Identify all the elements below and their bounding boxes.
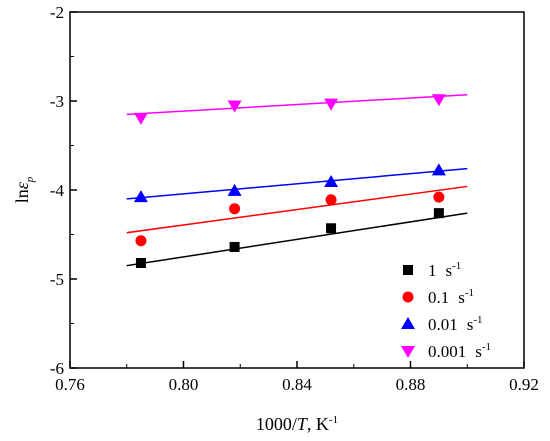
data-point-1-0 <box>135 235 147 247</box>
data-points <box>133 94 446 268</box>
fit-line-0 <box>126 212 468 267</box>
data-point-2-0 <box>133 190 148 203</box>
fit-line-2 <box>126 167 468 200</box>
fit-lines <box>126 94 468 267</box>
data-point-1-2 <box>325 194 337 206</box>
legend-marker-3 <box>401 346 415 358</box>
data-point-3-2 <box>324 98 339 111</box>
data-point-3-1 <box>227 100 242 113</box>
legend: 1 s-1 0.1 s-1 0.01 s-1 0.001 s-1 <box>401 260 491 361</box>
legend-label-2: 0.01 s-1 <box>428 314 483 334</box>
data-point-1-1 <box>229 203 241 215</box>
x-tick-label: 0.88 <box>396 375 426 394</box>
legend-label-1: 0.1 s-1 <box>428 287 474 307</box>
legend-label-3: 0.001 s-1 <box>428 341 491 361</box>
x-tick-label: 0.80 <box>169 375 199 394</box>
data-point-0-2 <box>326 223 337 234</box>
fit-line-1 <box>126 185 468 234</box>
y-tick-label: -2 <box>50 3 64 22</box>
y-axis-label: lnεp <box>12 176 36 203</box>
y-tick-label: -6 <box>50 359 64 378</box>
legend-label-0: 1 s-1 <box>428 260 461 280</box>
data-point-2-1 <box>227 183 242 196</box>
data-point-0-0 <box>135 257 146 268</box>
x-tick-label: 0.92 <box>509 375 539 394</box>
x-axis-label: 1000/T, K-1 <box>256 414 338 434</box>
x-tick-label: 0.84 <box>282 375 312 394</box>
data-point-2-3 <box>431 163 446 176</box>
data-point-2-2 <box>324 174 339 187</box>
legend-marker-2 <box>401 317 415 329</box>
y-tick-label: -5 <box>50 270 64 289</box>
legend-marker-1 <box>402 291 414 303</box>
data-point-3-0 <box>133 112 148 125</box>
data-point-3-3 <box>431 94 446 107</box>
data-point-0-3 <box>433 208 444 219</box>
legend-marker-0 <box>403 265 413 275</box>
axis-ticks: 0.76 0.80 0.84 0.88 0.92 -6 -5 -4 -3 -2 <box>50 3 539 394</box>
x-tick-label: 0.76 <box>55 375 85 394</box>
data-point-1-3 <box>433 191 445 203</box>
fit-line-3 <box>126 94 468 116</box>
y-tick-label: -3 <box>50 92 64 111</box>
data-point-0-1 <box>229 241 240 252</box>
y-tick-label: -4 <box>50 181 65 200</box>
